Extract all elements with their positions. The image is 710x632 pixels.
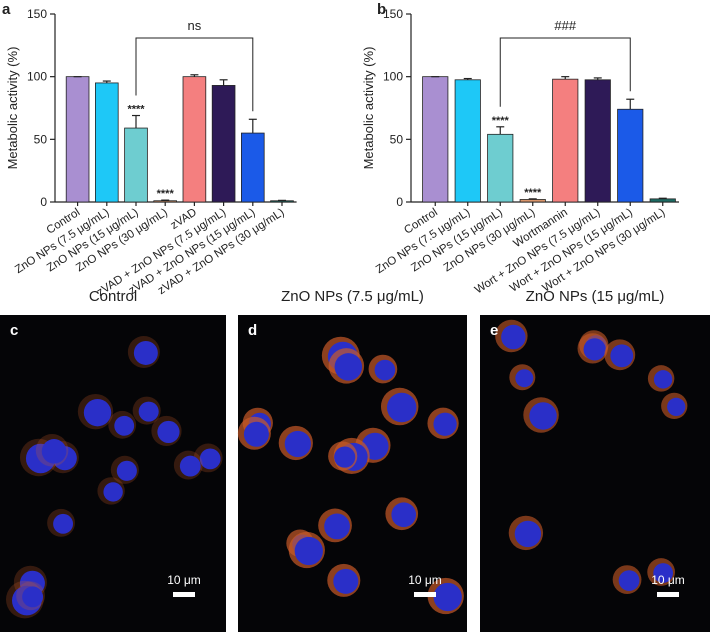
- bar: [422, 76, 449, 203]
- bar: [487, 133, 514, 203]
- y-axis-title: Metabolic activity (%): [361, 47, 376, 170]
- cell-nucleus: [284, 430, 311, 458]
- scale-bar: [173, 592, 195, 597]
- comparison-bracket: [135, 37, 254, 112]
- panel-label: e: [490, 322, 498, 339]
- significance-label: ****: [524, 187, 542, 199]
- panel-label: c: [10, 322, 18, 339]
- cell-nucleus: [103, 482, 123, 502]
- bar: [95, 82, 119, 203]
- cell-nucleus: [667, 397, 686, 417]
- y-axis-title: Metabolic activity (%): [5, 47, 20, 170]
- y-tick-label: 150: [383, 7, 403, 21]
- cell-nucleus: [294, 536, 323, 566]
- cell-nucleus: [618, 570, 640, 591]
- y-tick-label: 0: [40, 195, 47, 209]
- cell-nucleus: [515, 369, 534, 388]
- cell-nucleus: [116, 460, 137, 481]
- y-tick-label: 100: [27, 70, 47, 84]
- cell-nucleus: [529, 402, 557, 430]
- cell-nucleus: [157, 420, 180, 444]
- cell-nucleus: [53, 513, 74, 534]
- bar: [211, 85, 236, 203]
- bar: [519, 199, 546, 203]
- cell-nucleus: [391, 502, 417, 528]
- bar: [617, 108, 644, 203]
- panel-title: ZnO NPs (15 μg/mL): [526, 288, 665, 305]
- panel-label: d: [248, 322, 257, 339]
- panel-label: b: [377, 1, 386, 18]
- cell-nucleus: [133, 340, 158, 365]
- y-tick-label: 50: [390, 132, 404, 146]
- cell-nucleus: [22, 586, 44, 608]
- scale-bar-label: 10 μm: [651, 573, 685, 587]
- bar: [182, 76, 207, 203]
- cell-nucleus: [433, 582, 462, 612]
- cell-nucleus: [610, 344, 634, 368]
- cell-nucleus: [243, 421, 269, 447]
- cell-nucleus: [653, 563, 674, 583]
- y-tick-label: 50: [34, 132, 48, 146]
- bar: [584, 79, 611, 203]
- cell-nucleus: [199, 448, 221, 470]
- bar: [241, 132, 265, 203]
- bar: [124, 127, 148, 203]
- cell-nucleus: [653, 370, 673, 389]
- cell-nucleus: [501, 324, 526, 350]
- bar: [153, 200, 177, 203]
- scale-bar: [414, 592, 436, 597]
- significance-label: ****: [157, 188, 175, 200]
- panel-title: Control: [89, 288, 137, 305]
- bar: [454, 79, 481, 203]
- bar: [65, 76, 90, 203]
- y-tick-label: 0: [396, 195, 403, 209]
- significance-label: ****: [127, 104, 145, 116]
- cell-nucleus: [386, 392, 417, 423]
- cell-nucleus: [583, 338, 606, 361]
- comparison-label: ns: [188, 18, 202, 33]
- bar: [552, 78, 579, 203]
- comparison-bracket: [499, 37, 631, 107]
- y-tick-label: 150: [27, 7, 47, 21]
- comparison-label: ###: [554, 18, 576, 33]
- cell-nucleus: [374, 359, 396, 381]
- cell-nucleus: [334, 353, 363, 381]
- cell-nucleus: [114, 415, 135, 436]
- scale-bar-label: 10 μm: [408, 573, 442, 587]
- bar: [649, 198, 676, 203]
- y-tick-label: 100: [383, 70, 403, 84]
- cell-nucleus: [41, 439, 67, 464]
- cell-nucleus: [324, 513, 350, 540]
- significance-label: ****: [492, 115, 510, 127]
- cell-nucleus: [433, 412, 457, 436]
- scale-bar-label: 10 μm: [167, 573, 201, 587]
- cell-nucleus: [334, 446, 356, 468]
- cell-nucleus: [179, 455, 201, 477]
- scale-bar: [657, 592, 679, 597]
- panel-title: ZnO NPs (7.5 μg/mL): [281, 288, 424, 305]
- panel-label: a: [2, 1, 11, 18]
- cell-nucleus: [514, 520, 542, 548]
- cell-nucleus: [333, 568, 359, 594]
- cell-nucleus: [83, 398, 112, 427]
- cell-nucleus: [138, 401, 159, 422]
